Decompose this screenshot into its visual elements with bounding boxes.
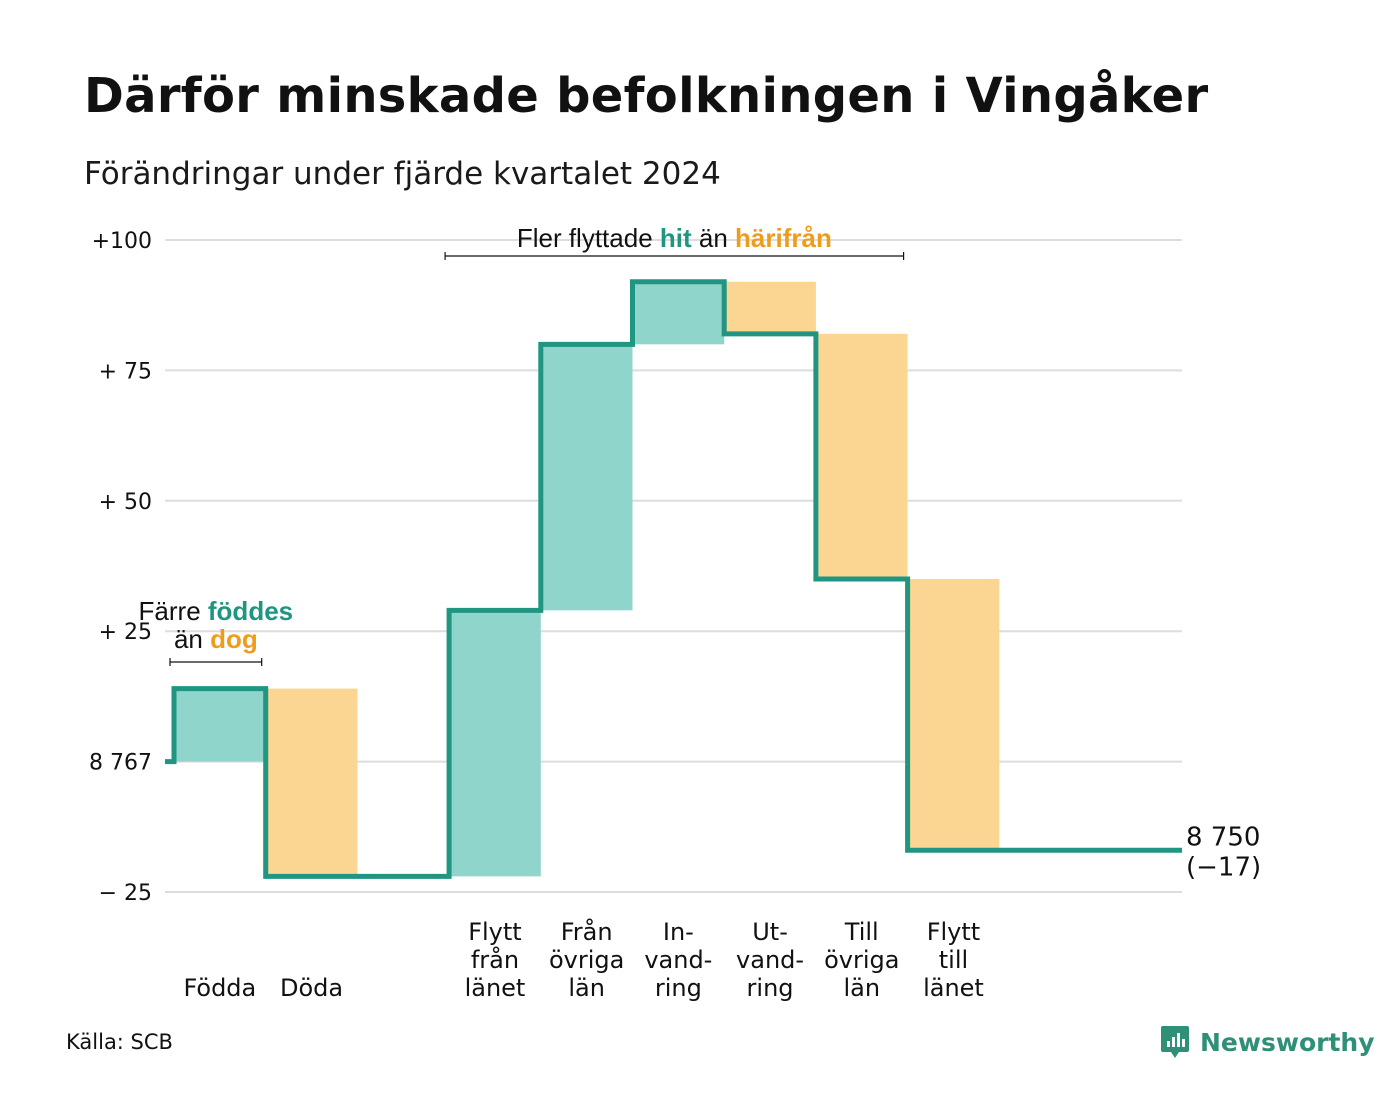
y-tick-label: − 25 — [99, 881, 152, 906]
end-value-label: 8 750 — [1186, 822, 1260, 852]
category-label: Födda — [183, 974, 256, 1002]
category-label: länet — [465, 974, 526, 1002]
y-tick-label: + 75 — [99, 359, 152, 384]
category-label: In- — [663, 918, 694, 946]
source-note: Källa: SCB — [66, 1030, 173, 1054]
step-bar — [265, 688, 358, 877]
y-tick-label: + 50 — [99, 490, 152, 515]
category-label: län — [843, 974, 880, 1002]
category-label: övriga — [549, 946, 624, 974]
step-bar — [449, 610, 541, 877]
category-label: vand- — [736, 946, 804, 974]
y-tick-label: 8 767 — [89, 751, 152, 776]
annotation: Fler flyttade hit än härifrån — [444, 223, 905, 260]
category-label: till — [939, 946, 968, 974]
cumulative-line — [165, 279, 1182, 879]
step-bar — [907, 579, 1000, 851]
category-label: ring — [655, 974, 702, 1002]
newsworthy-logo-icon — [1161, 1026, 1189, 1058]
y-tick-label: +100 — [92, 229, 152, 254]
chart-title: Därför minskade befolkningen i Vingåker — [84, 68, 1209, 124]
category-label: Till — [844, 918, 879, 946]
step-bar — [632, 281, 725, 345]
category-label: Döda — [280, 974, 343, 1002]
category-label: Från — [561, 917, 613, 946]
annotation-text: Fler flyttade hit än härifrån — [517, 223, 832, 253]
step-bar — [174, 688, 266, 762]
category-label: Ut- — [752, 918, 788, 946]
annotation-text: Färre föddes — [139, 596, 294, 626]
annotation-text: än dog — [174, 624, 258, 654]
category-label: Flytt — [468, 918, 522, 946]
category-label: vand- — [644, 946, 712, 974]
category-label: övriga — [824, 946, 899, 974]
brand-logo[interactable]: Newsworthy — [1160, 1022, 1375, 1062]
step-bar — [724, 281, 816, 334]
category-label: från — [471, 945, 519, 974]
end-value-label: (−17) — [1186, 852, 1261, 882]
step-bar — [815, 333, 908, 580]
brand-name: Newsworthy — [1200, 1027, 1375, 1057]
chart-subtitle: Förändringar under fjärde kvartalet 2024 — [84, 156, 721, 192]
category-label: länet — [923, 974, 984, 1002]
category-label: ring — [747, 974, 794, 1002]
step-bar — [540, 344, 633, 611]
category-label: Flytt — [927, 918, 981, 946]
y-tick-label: + 25 — [99, 620, 152, 645]
category-label: län — [568, 974, 605, 1002]
